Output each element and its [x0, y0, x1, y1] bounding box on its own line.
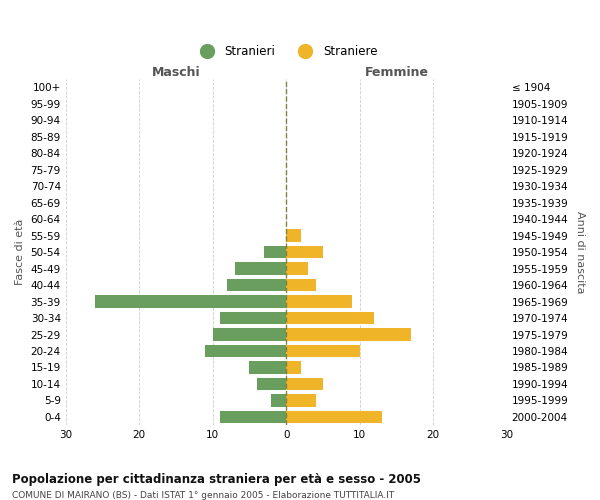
Text: Popolazione per cittadinanza straniera per età e sesso - 2005: Popolazione per cittadinanza straniera p…: [12, 472, 421, 486]
Bar: [227, 279, 286, 291]
Bar: [212, 328, 286, 340]
Bar: [271, 394, 286, 406]
Text: COMUNE DI MAIRANO (BS) - Dati ISTAT 1° gennaio 2005 - Elaborazione TUTTITALIA.IT: COMUNE DI MAIRANO (BS) - Dati ISTAT 1° g…: [12, 491, 394, 500]
Bar: [250, 362, 286, 374]
Bar: [286, 345, 360, 357]
Bar: [205, 345, 286, 357]
Bar: [286, 262, 308, 275]
Bar: [286, 312, 374, 324]
Legend: Stranieri, Straniere: Stranieri, Straniere: [190, 40, 382, 62]
Bar: [286, 230, 301, 242]
Bar: [286, 410, 382, 423]
Y-axis label: Anni di nascita: Anni di nascita: [575, 211, 585, 294]
Bar: [220, 312, 286, 324]
Bar: [286, 362, 301, 374]
Bar: [286, 296, 352, 308]
Bar: [286, 328, 411, 340]
Text: Femmine: Femmine: [364, 66, 428, 79]
Bar: [286, 378, 323, 390]
Text: Maschi: Maschi: [152, 66, 200, 79]
Bar: [264, 246, 286, 258]
Y-axis label: Fasce di età: Fasce di età: [15, 219, 25, 286]
Bar: [220, 410, 286, 423]
Bar: [95, 296, 286, 308]
Bar: [235, 262, 286, 275]
Bar: [257, 378, 286, 390]
Bar: [286, 279, 316, 291]
Bar: [286, 246, 323, 258]
Bar: [286, 394, 316, 406]
